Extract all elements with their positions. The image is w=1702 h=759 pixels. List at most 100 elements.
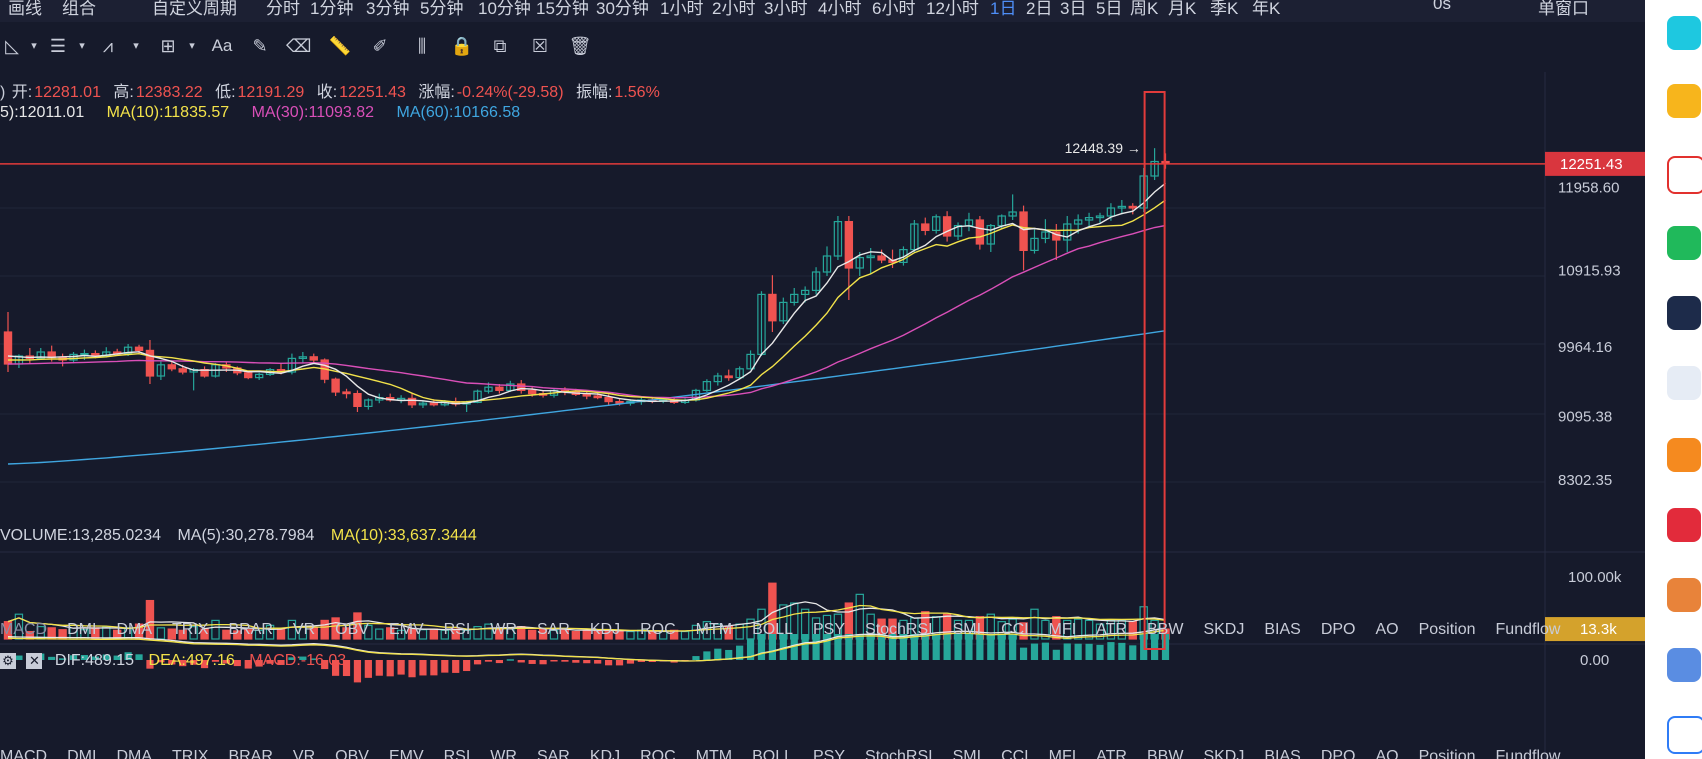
red-book-icon[interactable] [1667,508,1701,542]
indicator-tab[interactable]: StochRSI [865,621,933,638]
indicator-tab[interactable]: Position [1418,621,1476,638]
timeframe-item[interactable]: 15分钟 [536,0,589,18]
indicator-tab[interactable]: VR [292,748,316,759]
timeframe-item[interactable]: 自定义周期 [152,0,237,18]
indicator-tab[interactable]: BBW [1146,748,1184,759]
indicator-tab[interactable]: BOLL [752,748,793,759]
indicator-tab[interactable]: PSY [813,748,846,759]
indicator-tab[interactable]: MTM [695,621,733,638]
indicator-tab[interactable]: VR [292,621,316,638]
indicator-tab[interactable]: BIAS [1264,748,1301,759]
indicator-tab[interactable]: AO [1375,748,1399,759]
indicator-tab[interactable]: BBW [1146,621,1184,638]
ruler-tool-icon[interactable]: 📏 [328,36,352,56]
timeframe-item[interactable]: 3分钟 [366,0,410,18]
indicator-tab[interactable]: DPO [1320,748,1356,759]
indicator-tab[interactable]: WR [490,621,517,638]
indicator-tab[interactable]: SMI [952,621,982,638]
indicator-tab[interactable]: MFI [1048,748,1077,759]
timeframe-item[interactable]: 月K [1168,0,1197,18]
indicator-tab[interactable]: MFI [1048,621,1077,638]
wave-tool-icon[interactable]: ⩘ [102,36,114,56]
indicator-tab[interactable]: CCI [1001,748,1029,759]
character-icon[interactable] [1667,648,1701,682]
indicator-tab[interactable]: MACD [0,748,48,759]
price-chart[interactable]: 12251.43 12448.39 → 11958.60 10915.93 9964.1… [0,72,1645,759]
medical-cross-icon[interactable] [1667,16,1701,50]
timeframe-item[interactable]: 30分钟 [596,0,649,18]
word-icon[interactable] [1667,366,1701,400]
parallel-lines-icon[interactable]: ☰ [49,36,67,56]
indicator-tab[interactable]: SMI [952,748,982,759]
indicator-tab[interactable]: PSY [813,621,846,638]
indicator-tab[interactable]: Fundflow [1495,748,1561,759]
timeframe-item[interactable]: 5日 [1096,0,1123,18]
star-icon[interactable] [1667,84,1701,118]
settings-gear-icon[interactable]: ⚙ [0,653,16,669]
indicator-tab[interactable]: AO [1375,621,1399,638]
timeframe-item[interactable]: 3日 [1060,0,1087,18]
copy-tool-icon[interactable]: ⧉ [493,36,507,56]
text-tool-icon[interactable]: Aa [211,36,233,55]
indicator-tab[interactable]: KDJ [589,621,621,638]
indicator-tab[interactable]: SAR [536,748,570,759]
indicator-tab[interactable]: ROC [640,621,676,638]
indicator-tab[interactable]: BIAS [1264,621,1301,638]
indicator-tab[interactable]: DPO [1320,621,1356,638]
eraser-tool-icon[interactable]: ⌫ [286,36,312,56]
grid-dropdown-icon[interactable]: ▾ [189,40,195,52]
indicator-tab[interactable]: SKDJ [1203,748,1245,759]
indicator-tab[interactable]: MACD [0,621,48,638]
lock-tool-icon[interactable]: 🔒 [450,36,474,56]
indicator-tab[interactable]: RSI [443,621,471,638]
indicator-tab[interactable]: StochRSI [865,748,933,759]
indicator-tab[interactable]: CCI [1001,621,1029,638]
timeframe-item[interactable]: 12小时 [926,0,979,18]
timeframe-item[interactable]: 2小时 [712,0,756,18]
pen-tool-icon[interactable]: ✐ [372,36,388,56]
timeframe-item[interactable]: 5分钟 [420,0,464,18]
timeframe-item[interactable]: 分时 [266,0,300,18]
news-icon[interactable] [1667,296,1701,330]
indicator-tab[interactable]: BRAR [228,621,273,638]
timeframe-item[interactable]: 6小时 [872,0,916,18]
indicator-tab[interactable]: ROC [640,748,676,759]
indicator-tab[interactable]: TRIX [172,748,209,759]
indicator-tab[interactable]: DMA [116,748,152,759]
brush-tool-icon[interactable]: ✎ [252,36,268,56]
timeframe-item[interactable]: 1日 [990,0,1017,18]
grid-tool-icon[interactable]: ⊞ [160,36,176,56]
indicator-tool-icon[interactable]: ⫼ [417,36,427,56]
indicator-tab[interactable]: DMI [67,748,97,759]
indicator-tab[interactable]: ATR [1096,621,1127,638]
indicator-tab[interactable]: OBV [335,748,369,759]
indicator-tab[interactable]: KDJ [589,748,621,759]
indicator-tab[interactable]: MTM [695,748,733,759]
close-icon[interactable]: ✕ [26,653,43,669]
indicator-tab[interactable]: TRIX [172,621,209,638]
indicator-tab[interactable]: Fundflow [1495,621,1561,638]
indicator-tab[interactable]: SKDJ [1203,621,1245,638]
weibo-icon[interactable] [1667,156,1702,194]
free-novel-icon[interactable] [1667,438,1701,472]
timeframe-item[interactable]: 3小时 [764,0,808,18]
p-logo-icon[interactable] [1667,716,1702,754]
indicator-tab[interactable]: OBV [335,621,369,638]
indicator-tab[interactable]: WR [490,748,517,759]
timeframe-item[interactable]: 画线 [8,0,42,18]
wave-dropdown-icon[interactable]: ▾ [133,40,139,52]
timeframe-item[interactable]: 1分钟 [310,0,354,18]
indicator-tab[interactable]: EMV [388,621,424,638]
indicator-tab[interactable]: DMI [67,621,97,638]
triangle-tool-icon[interactable]: ◺ [5,36,19,56]
mail-icon[interactable] [1667,226,1701,260]
hide-tool-icon[interactable]: ☒ [531,36,549,56]
timeframe-item[interactable]: 单窗口 [1538,0,1589,18]
indicator-tab[interactable]: RSI [443,748,471,759]
lines-dropdown-icon[interactable]: ▾ [79,40,85,52]
indicator-tab[interactable]: ATR [1096,748,1127,759]
timeframe-item[interactable]: 周K [1130,0,1159,18]
indicator-tab[interactable]: EMV [388,748,424,759]
timeframe-item[interactable]: 组合 [62,0,96,18]
timeframe-item[interactable]: 2日 [1026,0,1053,18]
